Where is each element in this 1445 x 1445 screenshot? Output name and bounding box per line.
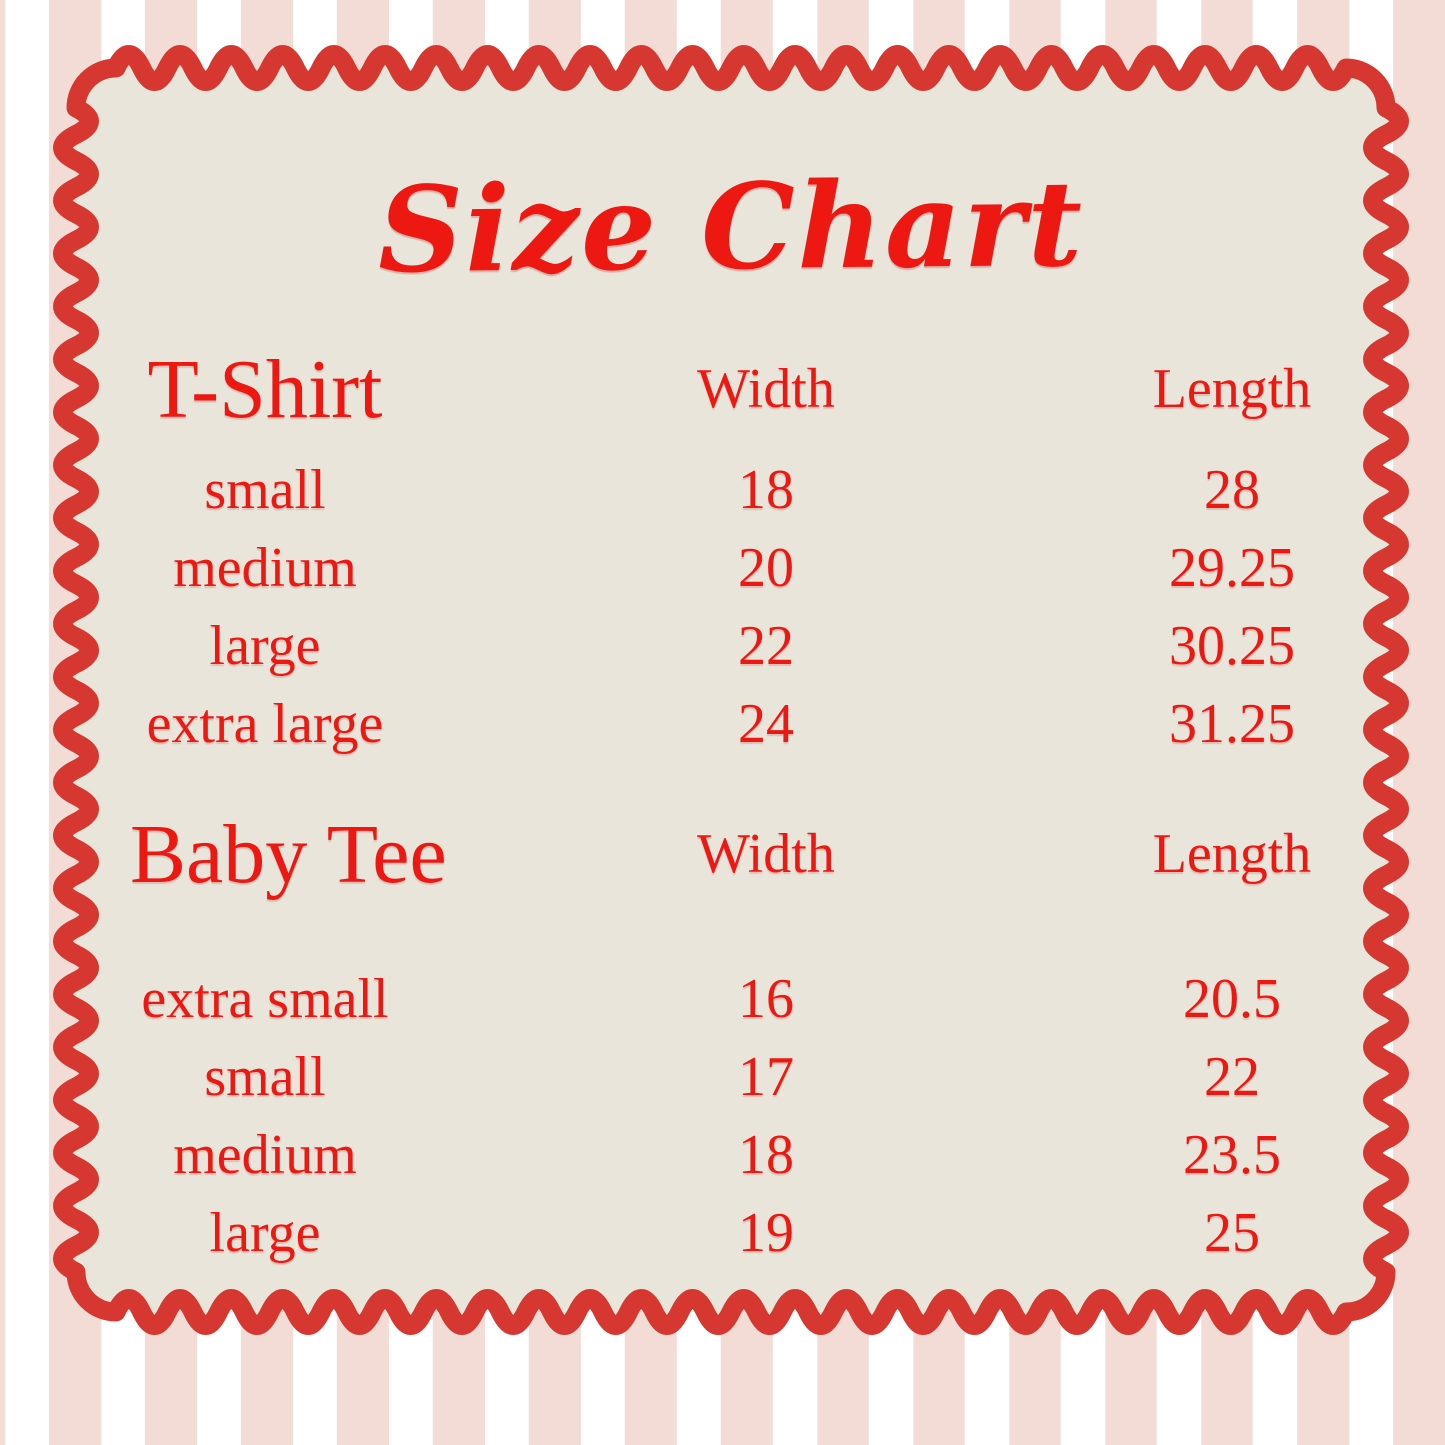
tshirt-row-length: 31.25 — [1169, 693, 1295, 755]
tshirt-row-size: small — [204, 459, 326, 521]
page-title: Size Chart — [377, 153, 1085, 300]
babytee-row-length: 20.5 — [1183, 968, 1281, 1030]
size-chart-card: Size Chart T-Shirt Width Length small 18… — [50, 42, 1412, 1338]
babytee-row-size: medium — [173, 1124, 357, 1186]
babytee-row-width: 17 — [738, 1046, 794, 1108]
babytee-length-header: Length — [1152, 823, 1312, 885]
tshirt-width-header: Width — [697, 358, 835, 420]
tshirt-row-size: extra large — [146, 693, 384, 755]
tshirt-section-title: T-Shirt — [147, 343, 383, 436]
tshirt-row-width: 18 — [738, 459, 794, 521]
babytee-row-length: 22 — [1204, 1046, 1260, 1108]
babytee-row-width: 19 — [738, 1202, 794, 1264]
babytee-row-size: extra small — [141, 968, 389, 1030]
babytee-row-length: 23.5 — [1183, 1124, 1281, 1186]
tshirt-row-width: 20 — [738, 537, 794, 599]
scalloped-border — [53, 45, 1409, 1335]
tshirt-row-size: medium — [173, 537, 357, 599]
babytee-row-width: 18 — [738, 1124, 794, 1186]
tshirt-row-length: 30.25 — [1169, 615, 1295, 677]
tshirt-row-width: 22 — [738, 615, 794, 677]
card-content: Size Chart T-Shirt Width Length small 18… — [50, 42, 1412, 1338]
tshirt-row-length: 28 — [1204, 459, 1260, 521]
tshirt-row-length: 29.25 — [1169, 537, 1295, 599]
babytee-row-width: 16 — [738, 968, 794, 1030]
spacer — [130, 902, 1332, 960]
babytee-row-length: 25 — [1204, 1202, 1260, 1264]
tshirt-length-header: Length — [1152, 358, 1312, 420]
babytee-section-title: Baby Tee — [130, 808, 447, 901]
babytee-row-size: large — [209, 1202, 321, 1264]
babytee-width-header: Width — [697, 823, 835, 885]
spacer — [130, 437, 1332, 451]
tshirt-row-width: 24 — [738, 693, 794, 755]
tshirt-row-size: large — [209, 615, 321, 677]
babytee-row-size: small — [204, 1046, 326, 1108]
tshirt-size-table: T-Shirt Width Length small 18 28 medium … — [130, 342, 1332, 763]
babytee-size-table: Baby Tee Width Length extra small 16 20.… — [130, 807, 1332, 1272]
